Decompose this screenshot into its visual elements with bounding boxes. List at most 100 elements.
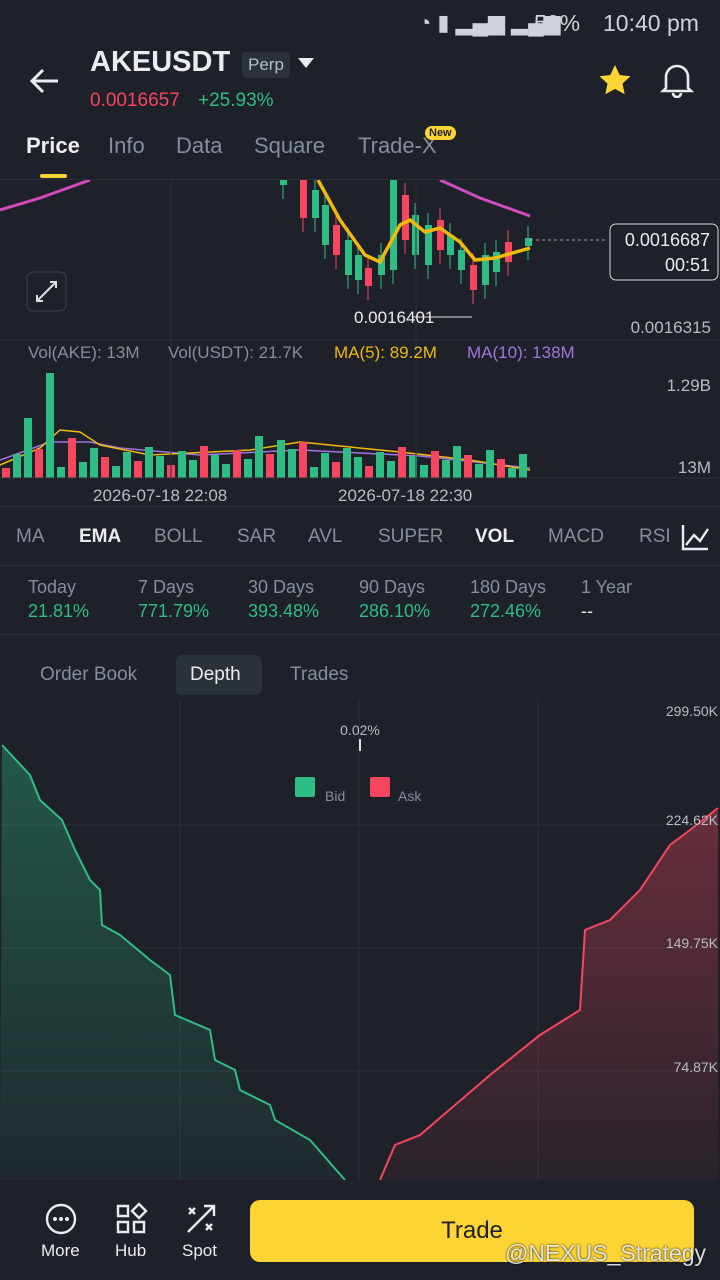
expand-icon [36, 281, 57, 302]
icon-shape [187, 1204, 216, 1233]
volume-bar [376, 452, 384, 478]
volume-bar [486, 450, 494, 478]
volume-bar [145, 447, 153, 478]
dropdown-triangle [298, 58, 314, 68]
tab[interactable]: Price [26, 133, 80, 158]
nav-label[interactable]: Hub [115, 1241, 147, 1260]
nav-label[interactable]: Spot [182, 1241, 217, 1260]
indicator[interactable]: BOLL [154, 526, 203, 547]
volume-bar [398, 447, 406, 478]
volume-bar [79, 462, 87, 478]
period-return: 393.48% [248, 601, 320, 621]
back-arrow [29, 68, 58, 94]
volume-bar [57, 467, 65, 478]
volume-bar [387, 461, 395, 478]
symbol: AKEUSDT [90, 46, 231, 78]
tab[interactable]: Info [108, 133, 145, 158]
alert-button[interactable] [660, 62, 694, 98]
hub-icon[interactable] [114, 1202, 148, 1236]
indicator[interactable]: MACD [548, 526, 604, 547]
volume-bar [420, 465, 428, 478]
icon-shape [116, 1202, 148, 1234]
period-return: 286.10% [359, 601, 431, 621]
star-icon [599, 65, 631, 95]
depth-axis-label: 149.75K [666, 935, 719, 951]
tab[interactable]: Trade-X [358, 133, 437, 158]
volume-bar [112, 466, 120, 478]
more-icon[interactable] [44, 1202, 78, 1236]
book-tab[interactable]: Depth [190, 664, 241, 685]
divider [0, 634, 720, 635]
price-change: +25.93% [198, 90, 274, 111]
back-button[interactable] [28, 66, 60, 96]
clock: 10:40 pm [603, 10, 699, 36]
volume-axis-label: 1.29B [667, 376, 711, 395]
favorite-button[interactable] [598, 64, 632, 96]
divider [0, 565, 720, 566]
divider [0, 506, 720, 507]
indicator[interactable]: MA [16, 526, 45, 547]
last-price: 0.0016657 [90, 90, 180, 111]
volume-bar [442, 460, 450, 478]
volume-bar [233, 450, 241, 478]
book-tab[interactable]: Trades [290, 664, 349, 685]
icon-dot [59, 1217, 63, 1221]
legend-label: Bid [325, 788, 345, 804]
volume-bar [332, 462, 340, 478]
volume-bar [321, 453, 329, 478]
volume-label: Vol(USDT): 21.7K [168, 343, 304, 362]
volume-bar [156, 456, 164, 478]
low-marker: 0.0016401 [354, 308, 434, 327]
volume-bar [46, 373, 54, 478]
divider [0, 179, 720, 180]
period-label: 90 Days [359, 577, 426, 597]
expand-button[interactable] [26, 271, 67, 312]
icon-dot [65, 1217, 69, 1221]
icon-ring [45, 1203, 77, 1235]
indicator[interactable]: VOL [475, 526, 515, 547]
depth-axis-label: 74.87K [674, 1059, 719, 1075]
kline-chart: 0.0016687 00:51 0.0016401 0.0016315 1.29… [0, 180, 720, 505]
indicator[interactable]: EMA [79, 526, 122, 547]
volume-bar [123, 452, 131, 478]
nav-label[interactable]: More [41, 1241, 80, 1260]
indicator[interactable]: AVL [308, 526, 343, 547]
trade-button[interactable]: Trade [250, 1200, 694, 1262]
indicator[interactable]: SUPER [378, 526, 444, 547]
tab[interactable]: Square [254, 133, 325, 158]
new-badge: New [425, 126, 456, 140]
bell-icon [660, 64, 694, 98]
settings-icon [681, 525, 709, 551]
battery: 59% [534, 10, 581, 36]
volume-bar [453, 446, 461, 478]
volume-bar [519, 454, 527, 478]
spot-icon[interactable] [184, 1202, 218, 1236]
book-tab[interactable]: Order Book [40, 664, 138, 685]
period-label: 7 Days [138, 577, 195, 597]
volume-bar [508, 468, 516, 478]
time-axis-label: 2026-07-18 22:30 [338, 486, 472, 505]
period-label: 1 Year [581, 577, 633, 597]
indicator[interactable]: SAR [237, 526, 277, 547]
indicator[interactable]: RSI [639, 526, 669, 547]
symbol-dropdown[interactable] [297, 57, 315, 69]
chart-icon [681, 525, 709, 551]
period-label: 180 Days [470, 577, 547, 597]
price-tag-value: 0.0016687 [625, 230, 710, 250]
ask-area [380, 808, 718, 1180]
volume-bar [277, 440, 285, 478]
price-tag [609, 223, 719, 281]
volume-bar [299, 442, 307, 478]
icon-dot [53, 1217, 57, 1221]
tab[interactable]: Data [176, 133, 223, 158]
volume-bar [178, 451, 186, 478]
indicator-settings[interactable] [670, 516, 720, 560]
volume-bar [200, 446, 208, 478]
period-return: 771.79% [138, 601, 210, 621]
period-label: Today [28, 577, 77, 597]
volume-bar [2, 468, 10, 478]
period-return: 21.81% [28, 601, 90, 621]
volume-bar [354, 457, 362, 478]
